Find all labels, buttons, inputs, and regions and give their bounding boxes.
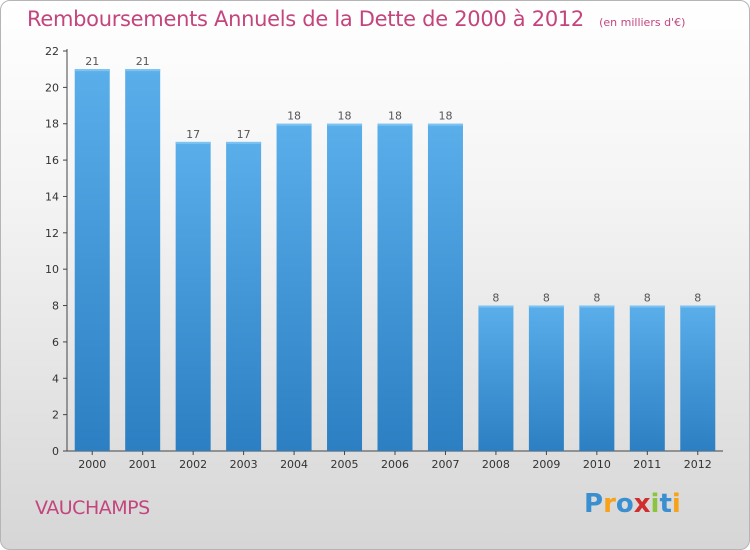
data-label: 8 — [593, 292, 600, 305]
bar — [680, 305, 716, 451]
y-tick-label: 10 — [45, 263, 59, 276]
bar-top-highlight — [175, 141, 211, 144]
y-tick-label: 14 — [45, 190, 59, 203]
logo-letter: t — [659, 489, 672, 519]
logo-letter: i — [671, 489, 681, 519]
data-label: 21 — [85, 55, 99, 68]
logo-letter: r — [603, 489, 616, 519]
y-tick-label: 8 — [52, 300, 59, 313]
bar — [579, 305, 615, 451]
bar-top-highlight — [125, 69, 161, 72]
data-label: 18 — [438, 110, 452, 123]
bar — [528, 305, 564, 451]
y-tick-label: 18 — [45, 118, 59, 131]
data-label: 8 — [492, 292, 499, 305]
y-tick-label: 16 — [45, 154, 59, 167]
y-tick-label: 20 — [45, 81, 59, 94]
logo-letter: P — [584, 489, 604, 519]
data-label: 21 — [136, 55, 150, 68]
logo-letter: i — [650, 489, 660, 519]
bar-top-highlight — [276, 123, 312, 126]
data-label: 18 — [388, 110, 402, 123]
data-label: 17 — [237, 128, 251, 141]
x-tick-label: 2002 — [179, 458, 207, 471]
bar-top-highlight — [680, 305, 716, 308]
bar — [74, 69, 110, 451]
bar — [125, 69, 161, 451]
logo-letter: x — [633, 489, 651, 519]
bar-top-highlight — [226, 141, 262, 144]
commune-name: VAUCHAMPS — [35, 497, 150, 519]
bars — [74, 69, 716, 452]
bar-top-highlight — [579, 305, 615, 308]
bar-top-highlight — [528, 305, 564, 308]
x-tick-label: 2007 — [431, 458, 459, 471]
bar — [276, 123, 312, 452]
bar — [175, 141, 211, 451]
data-label: 8 — [543, 292, 550, 305]
x-tick-label: 2001 — [129, 458, 157, 471]
bar — [478, 305, 514, 451]
bar-top-highlight — [629, 305, 665, 308]
y-tick-label: 4 — [52, 372, 59, 385]
proxiti-logo[interactable]: Proxiti — [584, 489, 681, 519]
x-tick-label: 2000 — [78, 458, 106, 471]
bar — [226, 141, 262, 451]
data-label: 18 — [287, 110, 301, 123]
y-tick-label: 2 — [52, 409, 59, 422]
data-label: 18 — [338, 110, 352, 123]
bar — [427, 123, 463, 452]
x-tick-label: 2010 — [583, 458, 611, 471]
data-label: 8 — [694, 292, 701, 305]
axes: 0 2 4 6 8 10 12 14 16 18 20 22 2000 2001 2002 2003 2004 2… — [45, 45, 723, 471]
data-label: 17 — [186, 128, 200, 141]
y-tick-label: 0 — [52, 445, 59, 458]
bar-top-highlight — [327, 123, 363, 126]
y-tick-label: 6 — [52, 336, 59, 349]
bar — [377, 123, 413, 452]
x-tick-label: 2006 — [381, 458, 409, 471]
x-tick-label: 2005 — [331, 458, 359, 471]
x-tick-label: 2004 — [280, 458, 308, 471]
title-row: Remboursements Annuels de la Dette de 20… — [27, 7, 685, 31]
bar-top-highlight — [478, 305, 514, 308]
bar-top-highlight — [427, 123, 463, 126]
x-tick-label: 2003 — [230, 458, 258, 471]
logo-letter: o — [615, 489, 634, 519]
bar — [629, 305, 665, 451]
x-tick-label: 2011 — [633, 458, 661, 471]
bar-top-highlight — [377, 123, 413, 126]
x-tick-label: 2009 — [532, 458, 560, 471]
data-label: 8 — [644, 292, 651, 305]
data-labels: 21 21 17 17 18 18 18 18 8 8 8 8 8 — [85, 55, 701, 304]
bar-top-highlight — [74, 69, 110, 72]
x-tick-label: 2008 — [482, 458, 510, 471]
bar — [327, 123, 363, 452]
y-tick-label: 12 — [45, 227, 59, 240]
y-tick-label: 22 — [45, 45, 59, 58]
chart-unit: (en milliers d'€) — [599, 16, 686, 29]
chart-title: Remboursements Annuels de la Dette de 20… — [27, 7, 584, 31]
x-tick-label: 2012 — [684, 458, 712, 471]
